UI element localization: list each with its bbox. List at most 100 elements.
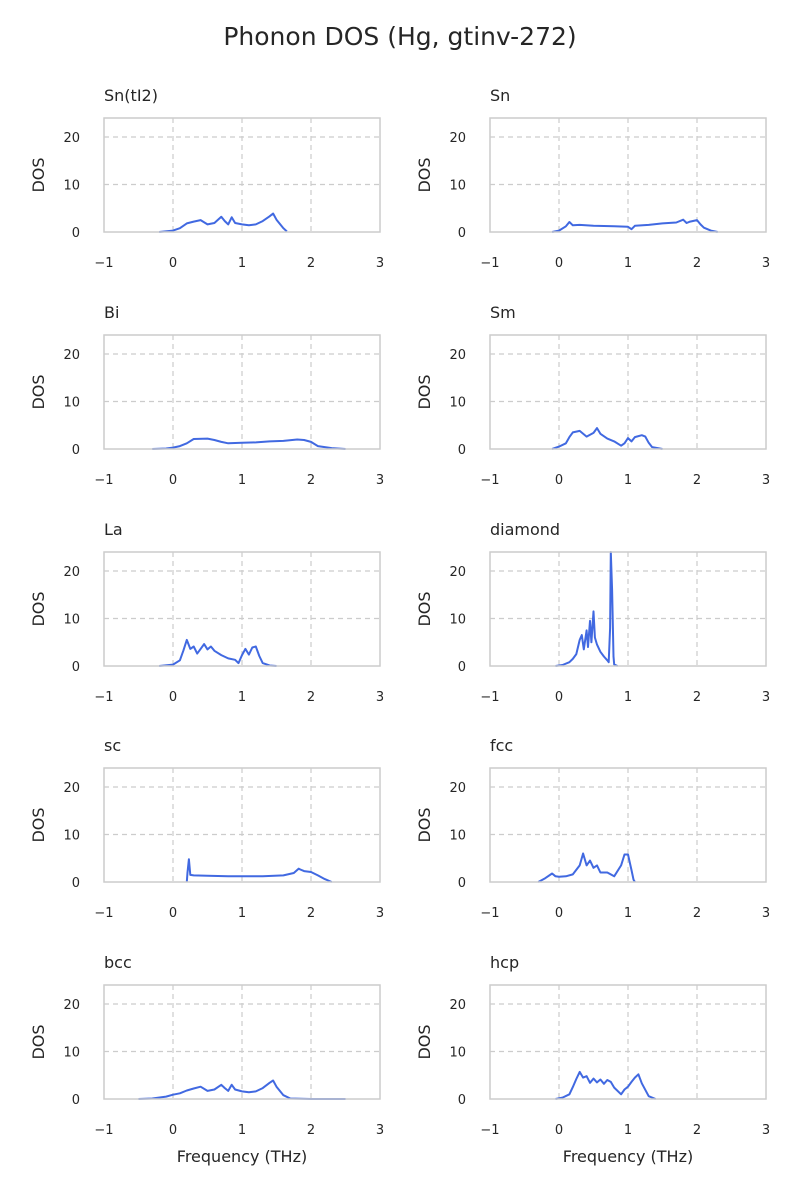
panel-sm: −1 0 1 2 3 0 10 20 Sm DOS — [415, 303, 770, 488]
panel-diamond: −1 0 1 2 3 0 10 20 diamond DOS — [415, 520, 770, 705]
axes-frame — [103, 334, 381, 450]
y-axis-label: DOS — [415, 591, 434, 626]
dos-series-line — [551, 427, 663, 450]
x-tick-label: 3 — [762, 690, 770, 705]
dos-series-line — [555, 1070, 656, 1100]
dos-series-line — [555, 551, 618, 667]
dos-series-line — [159, 638, 277, 667]
x-tick-label: 0 — [555, 690, 563, 705]
x-tick-label: 2 — [307, 256, 315, 271]
y-axis-label: DOS — [29, 591, 48, 626]
panel-title: hcp — [490, 953, 519, 972]
axes-frame — [489, 767, 767, 883]
x-tick-label: 3 — [376, 256, 384, 271]
panel-sn-ti2: −1 0 1 2 3 0 10 20 Sn(tI2) DOS — [29, 86, 384, 271]
x-tick-label: 2 — [307, 473, 315, 488]
axes-frame — [489, 984, 767, 1100]
y-tick-label: 10 — [63, 396, 80, 411]
y-tick-label: 0 — [72, 660, 80, 675]
y-tick-label: 0 — [458, 660, 466, 675]
panel-bi: −1 0 1 2 3 0 10 20 Bi DOS — [29, 303, 384, 488]
y-tick-label: 20 — [449, 131, 466, 146]
x-tick-label: 2 — [307, 1123, 315, 1138]
axes-frame — [489, 334, 767, 450]
y-tick-label: 20 — [449, 348, 466, 363]
y-tick-label: 20 — [449, 565, 466, 580]
x-tick-label: 3 — [762, 906, 770, 921]
x-tick-label: −1 — [94, 690, 113, 705]
panel-title: La — [104, 520, 123, 539]
panel-title: Sm — [490, 303, 516, 322]
y-tick-label: 20 — [63, 565, 80, 580]
panel-title: fcc — [490, 736, 513, 755]
x-tick-label: 3 — [376, 906, 384, 921]
x-tick-label: 1 — [238, 256, 246, 271]
x-tick-label: 3 — [376, 473, 384, 488]
y-tick-label: 10 — [63, 613, 80, 628]
x-tick-label: 2 — [693, 1123, 701, 1138]
x-tick-label: 1 — [624, 690, 632, 705]
x-tick-label: 1 — [238, 690, 246, 705]
y-tick-label: 10 — [63, 829, 80, 844]
x-tick-label: 3 — [762, 473, 770, 488]
y-axis-label: DOS — [29, 807, 48, 842]
x-tick-label: 3 — [376, 690, 384, 705]
axes-frame — [103, 767, 381, 883]
y-tick-label: 20 — [63, 781, 80, 796]
x-tick-label: −1 — [480, 906, 499, 921]
y-tick-label: 10 — [449, 829, 466, 844]
x-tick-label: 3 — [376, 1123, 384, 1138]
dos-series-line — [138, 1079, 346, 1100]
axes-frame — [489, 117, 767, 233]
axes-frame — [103, 984, 381, 1100]
y-axis-label: DOS — [29, 1024, 48, 1059]
x-tick-label: 2 — [693, 473, 701, 488]
x-tick-label: 1 — [238, 1123, 246, 1138]
y-tick-label: 20 — [63, 131, 80, 146]
x-tick-label: −1 — [94, 256, 113, 271]
x-tick-label: 2 — [693, 256, 701, 271]
panel-title: sc — [104, 736, 121, 755]
panel-title: Sn(tI2) — [104, 86, 158, 105]
y-tick-label: 0 — [458, 226, 466, 241]
x-tick-label: 0 — [169, 256, 177, 271]
x-tick-label: −1 — [94, 473, 113, 488]
panel-title: bcc — [104, 953, 132, 972]
x-tick-label: −1 — [94, 906, 113, 921]
dos-series-line — [551, 218, 718, 233]
x-tick-label: 2 — [307, 906, 315, 921]
panel-title: Sn — [490, 86, 510, 105]
x-tick-label: 1 — [624, 256, 632, 271]
y-tick-label: 0 — [72, 876, 80, 891]
y-tick-label: 20 — [63, 348, 80, 363]
x-tick-label: 2 — [693, 906, 701, 921]
x-tick-label: 0 — [169, 690, 177, 705]
x-tick-label: 0 — [169, 1123, 177, 1138]
dos-series-line — [152, 437, 346, 450]
y-tick-label: 20 — [449, 998, 466, 1013]
y-tick-label: 20 — [63, 998, 80, 1013]
x-axis-label: Frequency (THz) — [563, 1147, 693, 1166]
x-tick-label: 0 — [169, 906, 177, 921]
x-tick-label: 3 — [762, 1123, 770, 1138]
y-tick-label: 10 — [63, 179, 80, 194]
axes-frame — [103, 551, 381, 667]
y-tick-label: 0 — [458, 876, 466, 891]
x-tick-label: 0 — [555, 256, 563, 271]
panel-bcc: −1 0 1 2 3 0 10 20 bcc DOS Frequency (THz) — [29, 953, 384, 1166]
y-tick-label: 0 — [72, 443, 80, 458]
x-tick-label: −1 — [94, 1123, 113, 1138]
x-tick-label: −1 — [480, 473, 499, 488]
y-axis-label: DOS — [415, 807, 434, 842]
panel-hcp: −1 0 1 2 3 0 10 20 hcp DOS Frequency (THz) — [415, 953, 770, 1166]
x-axis-label: Frequency (THz) — [177, 1147, 307, 1166]
dos-series-line — [185, 858, 333, 883]
y-axis-label: DOS — [415, 374, 434, 409]
y-axis-label: DOS — [415, 157, 434, 192]
y-tick-label: 10 — [449, 1046, 466, 1061]
y-tick-label: 0 — [72, 226, 80, 241]
x-tick-label: 2 — [307, 690, 315, 705]
panel-fcc: −1 0 1 2 3 0 10 20 fcc DOS — [415, 736, 770, 921]
